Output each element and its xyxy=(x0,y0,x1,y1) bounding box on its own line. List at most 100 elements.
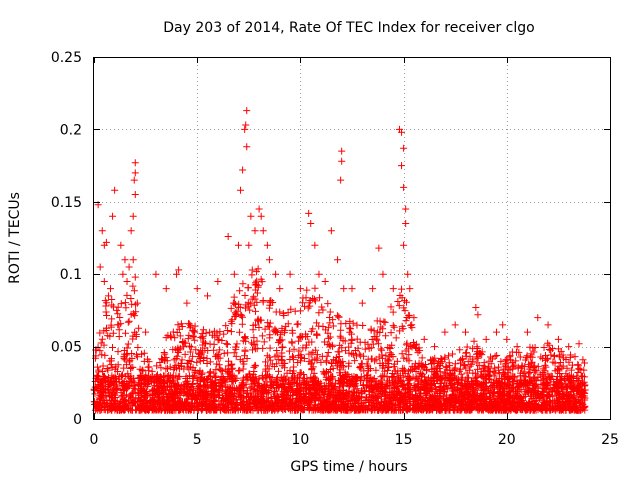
data-point xyxy=(400,183,408,191)
data-point xyxy=(482,382,490,390)
data-point xyxy=(216,346,224,354)
data-point xyxy=(166,363,174,371)
data-point xyxy=(100,277,108,285)
data-point xyxy=(289,391,297,399)
data-point xyxy=(478,351,486,359)
data-point xyxy=(375,353,383,361)
data-point xyxy=(336,366,344,374)
data-point xyxy=(300,374,308,382)
data-point xyxy=(581,403,589,411)
data-point xyxy=(300,354,308,362)
data-point xyxy=(384,366,392,374)
data-point xyxy=(99,401,107,409)
data-point xyxy=(416,393,424,401)
data-point xyxy=(326,380,334,388)
data-point xyxy=(355,350,363,358)
data-point xyxy=(176,391,184,399)
data-point xyxy=(337,326,345,334)
data-point xyxy=(388,370,396,378)
data-point xyxy=(194,406,202,414)
data-point xyxy=(206,340,214,348)
data-point xyxy=(291,376,299,384)
data-point xyxy=(238,313,246,321)
data-point xyxy=(221,376,229,384)
data-point xyxy=(281,359,289,367)
data-point xyxy=(199,326,207,334)
data-point xyxy=(134,343,142,351)
data-point xyxy=(264,389,272,397)
data-point xyxy=(237,186,245,194)
data-point xyxy=(262,358,270,366)
data-point xyxy=(321,277,329,285)
data-point xyxy=(321,369,329,377)
data-point xyxy=(223,367,231,375)
data-point xyxy=(222,340,230,348)
x-tick-label: 5 xyxy=(193,432,202,448)
data-point xyxy=(175,365,183,373)
data-point xyxy=(216,382,224,390)
data-point xyxy=(144,406,152,414)
data-point xyxy=(136,402,144,410)
data-point xyxy=(137,401,145,409)
data-point xyxy=(437,406,445,414)
data-point xyxy=(313,331,321,339)
data-point xyxy=(268,403,276,411)
data-point xyxy=(501,406,509,414)
data-point xyxy=(268,383,276,391)
data-point xyxy=(346,317,354,325)
x-tick-labels: 0 5 10 15 20 25 xyxy=(90,432,619,448)
data-point xyxy=(132,301,140,309)
data-point xyxy=(202,390,210,398)
data-point xyxy=(233,385,241,393)
data-point xyxy=(310,376,318,384)
data-point xyxy=(224,327,232,334)
data-point xyxy=(248,266,256,274)
data-point xyxy=(228,378,236,386)
data-point xyxy=(305,350,313,358)
data-point xyxy=(239,365,247,373)
data-point xyxy=(176,405,184,413)
data-point xyxy=(500,365,508,373)
data-point xyxy=(503,335,511,343)
data-point xyxy=(108,364,116,372)
data-point xyxy=(366,365,374,373)
data-point xyxy=(145,358,153,366)
data-point xyxy=(334,357,342,365)
data-point xyxy=(229,364,237,372)
x-tick-label: 10 xyxy=(291,432,309,448)
data-point xyxy=(396,292,404,300)
data-point xyxy=(193,285,201,293)
data-point xyxy=(514,403,522,411)
data-point xyxy=(457,406,465,414)
data-point xyxy=(251,341,259,349)
data-point xyxy=(261,367,269,375)
data-point xyxy=(405,311,413,319)
data-point xyxy=(534,402,542,410)
data-point xyxy=(454,379,462,387)
data-point xyxy=(529,344,537,352)
data-point xyxy=(274,338,282,346)
data-point xyxy=(98,394,106,402)
data-point xyxy=(492,328,500,336)
data-point xyxy=(452,386,460,394)
data-point xyxy=(510,384,518,392)
data-point xyxy=(346,406,354,414)
data-point xyxy=(109,374,117,382)
data-point xyxy=(295,352,303,360)
data-point xyxy=(114,310,122,318)
data-point xyxy=(216,400,224,408)
data-point xyxy=(403,339,411,347)
data-point xyxy=(286,355,294,363)
data-point xyxy=(116,314,124,322)
data-point xyxy=(410,338,418,346)
data-point xyxy=(91,390,99,398)
data-point xyxy=(173,270,181,278)
data-point xyxy=(463,343,471,351)
data-point xyxy=(579,379,587,387)
y-tick-label: 0.2 xyxy=(60,122,82,138)
data-point xyxy=(401,390,409,398)
data-point xyxy=(445,352,453,360)
data-point xyxy=(292,402,300,410)
data-point xyxy=(220,330,228,338)
data-point xyxy=(250,393,258,401)
